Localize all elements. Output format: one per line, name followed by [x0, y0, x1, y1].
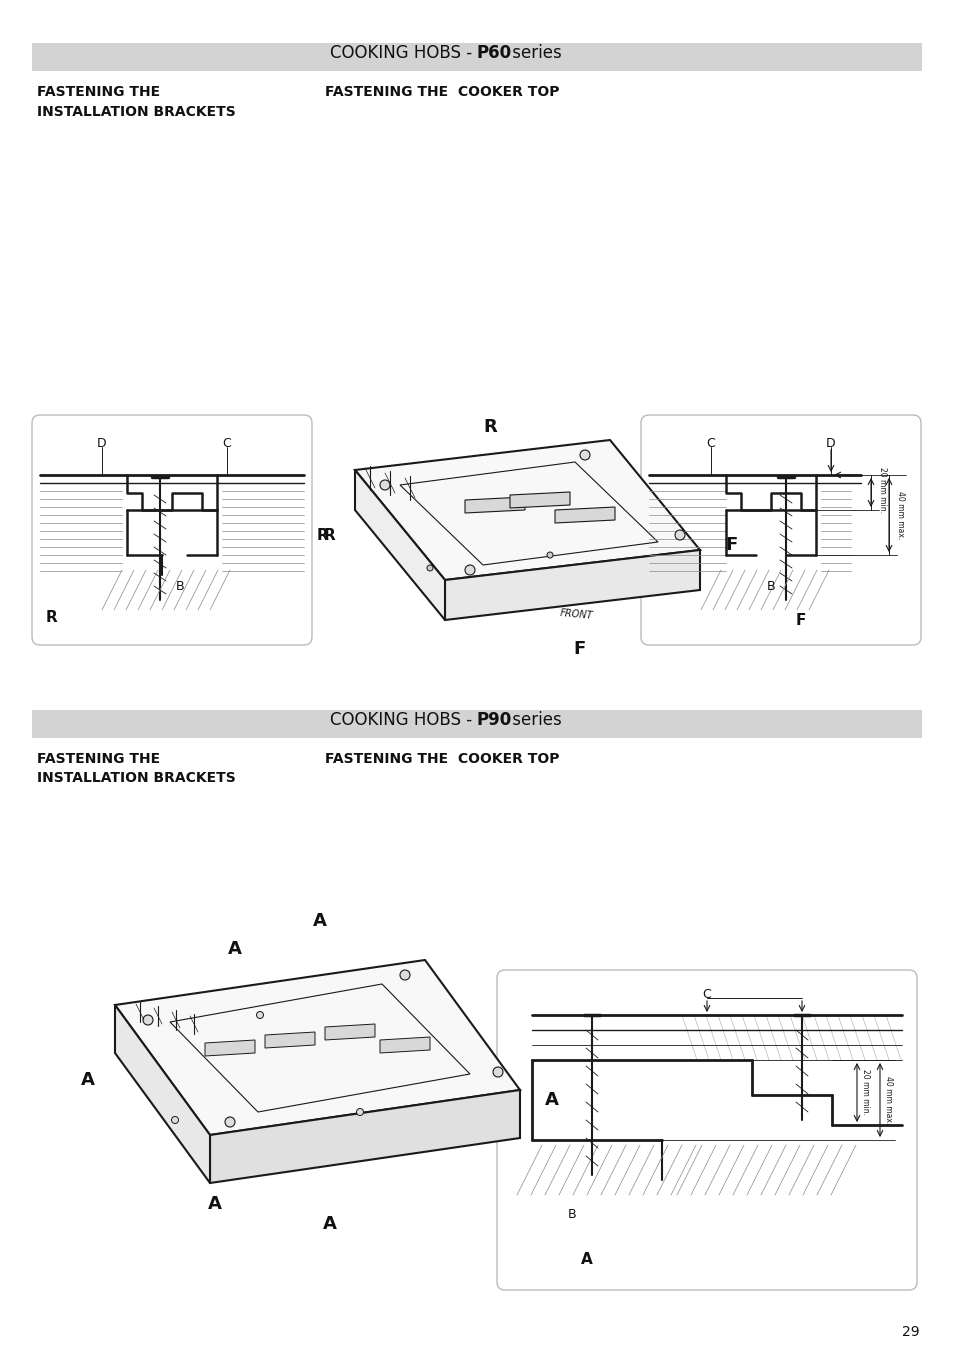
- Polygon shape: [355, 440, 700, 580]
- Text: R: R: [482, 417, 497, 436]
- Text: D: D: [825, 436, 835, 450]
- Text: B: B: [567, 1208, 576, 1221]
- Text: A: A: [81, 1071, 95, 1089]
- Text: COOKING HOBS -: COOKING HOBS -: [330, 45, 476, 62]
- Polygon shape: [510, 492, 569, 508]
- Text: 40 mm max.: 40 mm max.: [896, 490, 904, 539]
- Circle shape: [379, 480, 390, 490]
- Text: C: C: [702, 988, 711, 1001]
- Text: A: A: [208, 1196, 222, 1213]
- Text: 20 mm min.: 20 mm min.: [861, 1069, 869, 1115]
- Text: A: A: [323, 1215, 336, 1233]
- Bar: [32, 43, 921, 72]
- Text: R: R: [46, 611, 58, 626]
- Text: COOKING HOBS -: COOKING HOBS -: [330, 711, 476, 730]
- Polygon shape: [115, 1005, 210, 1183]
- Circle shape: [546, 553, 553, 558]
- Text: 40 mm max.: 40 mm max.: [883, 1075, 893, 1124]
- Polygon shape: [555, 507, 615, 523]
- Text: D: D: [97, 436, 107, 450]
- Polygon shape: [115, 961, 519, 1135]
- Circle shape: [493, 1067, 502, 1077]
- Circle shape: [399, 970, 410, 979]
- Text: F: F: [795, 613, 805, 628]
- Text: series: series: [506, 711, 561, 730]
- Text: B: B: [175, 580, 184, 593]
- Circle shape: [356, 1109, 363, 1116]
- Text: F: F: [574, 640, 585, 658]
- Circle shape: [464, 565, 475, 576]
- Polygon shape: [210, 1090, 519, 1183]
- Circle shape: [579, 450, 589, 459]
- FancyBboxPatch shape: [32, 415, 312, 644]
- Circle shape: [225, 1117, 234, 1127]
- Text: 20 mm min.: 20 mm min.: [878, 467, 886, 513]
- Circle shape: [675, 530, 684, 540]
- Circle shape: [256, 1012, 263, 1019]
- Polygon shape: [325, 1024, 375, 1040]
- Text: P60: P60: [476, 45, 512, 62]
- Text: A: A: [313, 912, 327, 929]
- FancyBboxPatch shape: [497, 970, 916, 1290]
- Polygon shape: [379, 1038, 430, 1052]
- Text: series: series: [506, 45, 561, 62]
- Circle shape: [172, 1116, 178, 1124]
- Text: F: F: [724, 536, 737, 554]
- FancyBboxPatch shape: [640, 415, 920, 644]
- Text: C: C: [222, 436, 232, 450]
- Text: FASTENING THE  COOKER TOP: FASTENING THE COOKER TOP: [325, 85, 558, 99]
- Text: FASTENING THE
INSTALLATION BRACKETS: FASTENING THE INSTALLATION BRACKETS: [37, 85, 235, 119]
- Polygon shape: [355, 470, 444, 620]
- Text: A: A: [580, 1252, 592, 1267]
- Polygon shape: [464, 497, 524, 513]
- Polygon shape: [205, 1040, 254, 1056]
- Polygon shape: [444, 550, 700, 620]
- Text: A: A: [228, 940, 242, 958]
- Text: FASTENING THE  COOKER TOP: FASTENING THE COOKER TOP: [325, 753, 558, 766]
- Text: A: A: [544, 1092, 558, 1109]
- Circle shape: [143, 1015, 152, 1025]
- Text: 29: 29: [902, 1325, 919, 1339]
- Text: R: R: [323, 527, 335, 543]
- Text: FASTENING THE
INSTALLATION BRACKETS: FASTENING THE INSTALLATION BRACKETS: [37, 753, 235, 785]
- Text: FRONT: FRONT: [559, 608, 594, 621]
- Text: R: R: [316, 527, 329, 543]
- Text: B: B: [766, 580, 775, 593]
- Circle shape: [427, 565, 433, 571]
- Polygon shape: [265, 1032, 314, 1048]
- Text: C: C: [706, 436, 715, 450]
- Bar: [32, 711, 921, 738]
- Text: P90: P90: [476, 711, 512, 730]
